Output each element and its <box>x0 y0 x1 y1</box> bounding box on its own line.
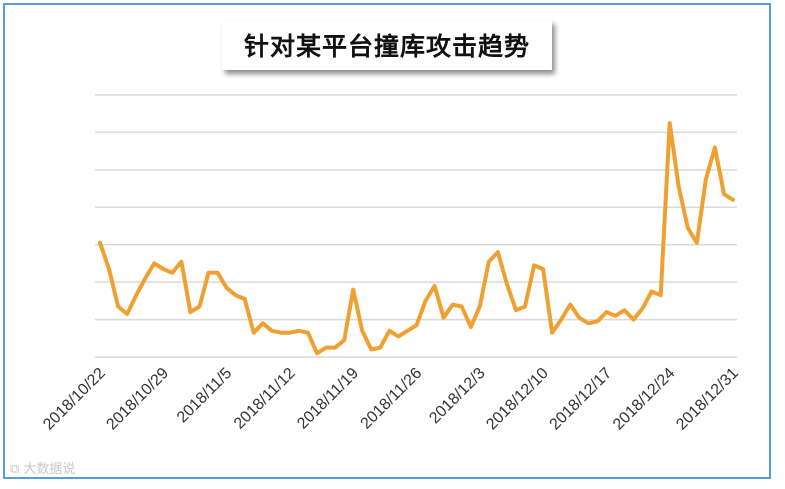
x-tick-label: 2018/12/10 <box>483 365 552 434</box>
x-tick-label: 2018/11/26 <box>358 365 426 433</box>
watermark-text: 大数据说 <box>23 462 76 477</box>
chart-title-box: 针对某平台撞库攻击趋势 <box>222 20 552 70</box>
series-line <box>98 121 735 356</box>
x-tick-label: 2018/11/19 <box>294 365 362 433</box>
x-tick-label: 2018/12/3 <box>426 365 488 427</box>
watermark: ⧉ 大数据说 <box>10 458 75 477</box>
chart-title: 针对某平台撞库攻击趋势 <box>243 32 530 61</box>
x-tick-label: 2018/11/12 <box>231 365 299 433</box>
x-tick-label: 2018/10/29 <box>103 365 172 434</box>
x-tick-label: 2018/12/31 <box>673 365 742 434</box>
x-tick-label: 2018/12/24 <box>610 365 679 434</box>
x-tick-label: 2018/12/17 <box>547 365 616 434</box>
x-tick-label: 2018/11/5 <box>174 365 236 427</box>
chart-frame <box>3 3 771 479</box>
x-tick-label: 2018/10/22 <box>40 365 109 434</box>
watermark-logo-icon: ⧉ <box>10 462 24 477</box>
gridlines <box>95 94 737 358</box>
